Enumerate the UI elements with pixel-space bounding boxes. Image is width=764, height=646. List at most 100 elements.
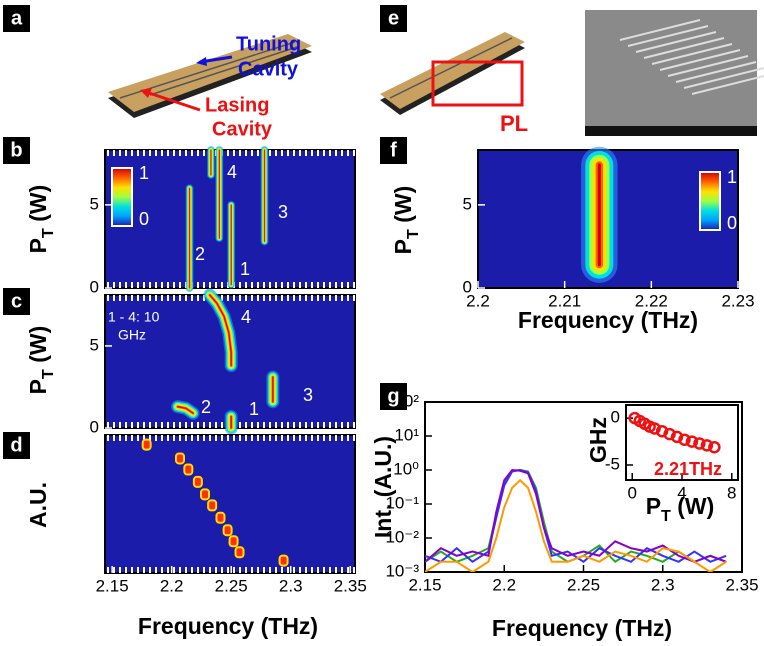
x-axis-label-unit: (W) — [671, 493, 714, 519]
panel-label: g — [387, 385, 399, 407]
panel-label-box — [3, 137, 30, 164]
x-tick-label: 2.35 — [334, 576, 367, 595]
x-tick-label: 2.21 — [548, 291, 581, 310]
panel-label-box — [3, 5, 30, 32]
mode-point — [200, 488, 210, 501]
x-axis-label: Frequency (THz) — [138, 613, 318, 639]
spectrum — [425, 478, 727, 572]
mode-point — [215, 511, 226, 524]
panel-label: d — [10, 434, 22, 456]
y-axis-label: A.U. — [25, 482, 51, 528]
x-tick-label: 2.3 — [651, 575, 675, 594]
x-tick-label: 2.2 — [466, 291, 490, 310]
y-tick-label: 10⁻³ — [385, 561, 419, 580]
mode-point — [207, 499, 218, 512]
data-point — [693, 437, 706, 450]
data-point — [708, 440, 721, 454]
x-tick-label: 2.2 — [492, 575, 516, 594]
plot-area — [104, 434, 356, 574]
y-tick-label: 5 — [90, 335, 99, 354]
annotation: 2.21THz — [654, 459, 722, 479]
y-axis-label-main: P — [390, 239, 416, 254]
panel-label-box — [380, 5, 407, 32]
sem-stripe — [675, 61, 757, 83]
mode-trace — [209, 294, 232, 367]
annotation: 1 - 4: 10 — [108, 309, 160, 325]
mode-label: 4 — [241, 307, 251, 327]
mode-point — [228, 535, 239, 548]
device-a — [108, 34, 312, 118]
x-tick-label: 2.22 — [635, 291, 668, 310]
sem-stripe — [627, 25, 709, 47]
spectrum — [425, 468, 727, 564]
lasing-label: Lasing — [205, 94, 269, 116]
x-axis-label: Frequency (THz) — [518, 307, 698, 333]
colorbar-label: 1 — [139, 163, 149, 183]
mode-label: 1 — [240, 259, 250, 279]
colorbar — [111, 167, 133, 227]
mode-point — [234, 546, 245, 559]
panel-label: b — [10, 139, 22, 161]
mode-point — [183, 463, 194, 476]
sem-stripe — [667, 55, 749, 77]
panel-label: a — [11, 7, 23, 29]
data-point — [678, 433, 691, 446]
panel-label-box — [380, 383, 407, 410]
sem-stripe — [683, 67, 764, 89]
x-axis-label-main: P — [646, 493, 661, 519]
sem-image — [619, 19, 764, 95]
sem-stripe — [619, 19, 701, 41]
y-axis-label-main: P — [25, 238, 51, 253]
mode-point — [141, 438, 152, 451]
sem-stripe — [643, 37, 725, 59]
y-axis-label-unit: (W) — [25, 326, 51, 369]
colorbar-label: 1 — [727, 167, 737, 187]
colorbar — [699, 171, 721, 231]
y-tick-label: 10⁰ — [393, 459, 419, 478]
y-tick-label: 10⁻² — [385, 527, 419, 546]
mode-label: 1 — [249, 399, 259, 419]
device-e — [380, 10, 757, 136]
y-tick-label: 0 — [611, 408, 620, 427]
x-tick-label: 2.3 — [279, 576, 303, 595]
x-axis-label: PT (W) — [646, 493, 715, 525]
data-point — [685, 435, 699, 448]
data-point — [648, 422, 661, 435]
y-axis-label-sub: T — [39, 228, 57, 238]
y-axis-label-sub: T — [404, 229, 422, 239]
mode-point — [192, 475, 203, 488]
x-tick-label: 2.15 — [96, 576, 129, 595]
mode-point — [222, 524, 233, 537]
y-tick-label: 10⁻¹ — [385, 493, 419, 512]
mode-trace — [177, 406, 194, 414]
data-point — [663, 427, 676, 441]
y-axis-label-main: P — [25, 379, 51, 394]
y-tick-label: -5 — [605, 454, 620, 473]
lasing-label: Cavity — [212, 118, 273, 140]
y-axis-label: PT (W) — [25, 185, 57, 254]
x-tick-label: 2.25 — [567, 575, 600, 594]
data-point — [700, 439, 714, 452]
x-tick-label: 8 — [727, 483, 736, 502]
mode-label: 2 — [201, 397, 211, 417]
x-axis-label-sub: T — [661, 507, 671, 525]
x-axis-label: Frequency (THz) — [492, 615, 672, 641]
colorbar-label: 0 — [727, 213, 737, 233]
mode-label: 3 — [303, 385, 313, 405]
y-tick-label: 0 — [90, 417, 99, 436]
x-tick-label: 2.2 — [160, 576, 184, 595]
x-tick-label: 2.35 — [725, 575, 758, 594]
mode-label: 2 — [195, 244, 205, 264]
mode-point — [278, 554, 289, 567]
y-tick-label: 0 — [463, 277, 472, 296]
mode-label: 3 — [278, 202, 288, 222]
colorbar-label: 0 — [139, 209, 149, 229]
data-point — [670, 430, 684, 444]
tuning-label: Cavity — [238, 58, 299, 80]
x-tick-label: 2.15 — [408, 575, 441, 594]
sem-stripe — [651, 43, 733, 65]
y-axis-label: PT (W) — [25, 326, 57, 395]
spectrum — [425, 468, 727, 563]
